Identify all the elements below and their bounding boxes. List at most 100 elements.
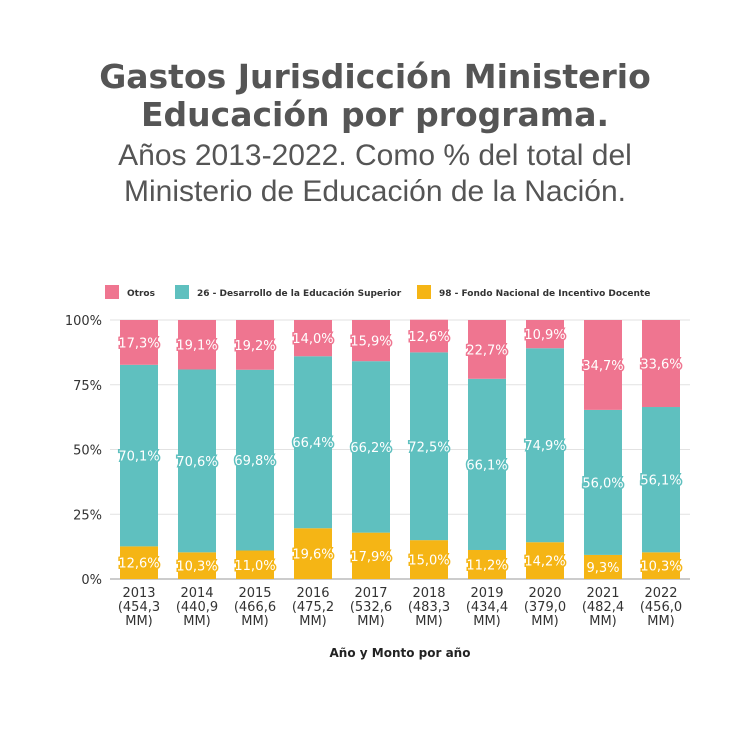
x-tick-unit: MM) [589,614,617,629]
data-label: 14,0% [292,332,333,347]
bar-segment [120,546,158,579]
data-label: 10,3% [640,560,681,575]
chart-subtitle-line-2: Ministerio de Educación de la Nación. [124,175,626,208]
bar-segment [120,320,158,365]
x-tick-year: 2013 [122,586,155,601]
x-tick-amount: (466,6 [234,600,276,615]
x-tick-unit: MM) [531,614,559,629]
x-tick-unit: MM) [415,614,443,629]
bar-segment [294,528,332,579]
bar-segment [352,320,390,362]
data-label: 14,2% [524,555,565,570]
data-label: 66,4% [292,436,333,451]
bar-segment [526,320,564,349]
x-tick-year: 2018 [412,586,445,601]
bar-segment [584,320,622,410]
bar-segment [410,540,448,579]
bar-segment [468,378,506,550]
bar-segment [584,554,622,579]
x-tick-unit: MM) [357,614,385,629]
data-label: 34,7% [582,359,623,374]
bar-segment [178,320,216,370]
x-tick-amount: (440,9 [176,600,218,615]
data-label: 33,6% [640,358,681,373]
data-label: 56,0% [582,476,623,491]
y-tick-label: 25% [73,508,102,523]
data-label: 72,5% [408,440,449,455]
bar-segment [178,552,216,579]
legend-swatch [417,285,431,299]
bar-segment [120,364,158,547]
x-tick-amount: (482,4 [582,600,624,615]
x-tick-amount: (456,0 [640,600,682,615]
chart-title-line-1: Gastos Jurisdicción Ministerio [99,57,651,96]
legend-label: 26 - Desarrollo de la Educación Superior [197,288,402,299]
y-tick-label: 50% [73,444,102,459]
data-label: 19,6% [292,548,333,563]
data-label: 74,9% [524,439,565,454]
data-label: 15,0% [408,554,449,569]
x-tick-year: 2016 [296,586,329,601]
bar-segment [236,550,274,579]
data-label: 17,9% [350,550,391,565]
x-tick-unit: MM) [125,614,153,629]
x-tick-year: 2019 [470,586,503,601]
x-tick-unit: MM) [473,614,501,629]
bar-segment [642,320,680,408]
bar-segment [526,542,564,579]
x-tick-amount: (434,4 [466,600,508,615]
chart-subtitle-line-1: Años 2013-2022. Como % del total del [118,139,632,172]
data-label: 19,2% [234,339,275,354]
x-tick-amount: (454,3 [118,600,160,615]
bar-segment [294,320,332,357]
data-label: 12,6% [408,330,449,345]
y-tick-label: 100% [65,314,102,329]
x-tick-unit: MM) [647,614,675,629]
data-label: 70,1% [118,450,159,465]
y-tick-label: 0% [81,573,102,588]
x-tick-amount: (475,2 [292,600,334,615]
bar-segment [236,369,274,551]
data-label: 69,8% [234,454,275,469]
bar-segment [642,552,680,579]
x-tick-year: 2021 [586,586,619,601]
y-axis: 0% 25% 50% 75% 100% [65,314,102,588]
x-tick-amount: (483,3 [408,600,450,615]
legend-swatch [175,285,189,299]
bar-segment [584,409,622,555]
x-axis-label: Año y Monto por año [330,646,471,660]
x-tick-year: 2020 [528,586,561,601]
chart-title-line-2: Educación por programa. [141,95,609,134]
bar-segment [410,352,448,541]
x-tick-amount: (532,6 [350,600,392,615]
data-label: 12,6% [118,557,159,572]
x-tick-unit: MM) [299,614,327,629]
bar-segment [352,532,390,579]
legend-swatch [105,285,119,299]
legend-label: Otros [127,289,155,299]
legend: Otros 26 - Desarrollo de la Educación Sup… [105,285,650,299]
data-label: 19,1% [176,339,217,354]
x-tick-year: 2017 [354,586,387,601]
y-tick-label: 75% [73,379,102,394]
data-label: 10,3% [176,560,217,575]
bars: 12,6% 70,1% 17,3% 10,3% 70,6% 19,1% 11,0% 69,8%… [117,319,683,579]
bar-segment [468,549,506,579]
data-label: 15,9% [350,335,391,350]
data-label: 10,9% [524,328,565,343]
bar-segment [294,356,332,529]
x-tick-unit: MM) [241,614,269,629]
data-label: 11,2% [466,558,507,573]
data-label: 70,6% [176,455,217,470]
bar-segment [526,348,564,543]
data-label: 9,3% [586,561,619,576]
x-tick-year: 2015 [238,586,271,601]
data-label: 22,7% [466,343,507,358]
data-label: 56,1% [640,474,681,489]
x-tick-unit: MM) [183,614,211,629]
bar-segment [468,320,506,379]
x-tick-amount: (379,0 [524,600,566,615]
bar-segment [352,361,390,533]
bar-segment [642,407,680,553]
